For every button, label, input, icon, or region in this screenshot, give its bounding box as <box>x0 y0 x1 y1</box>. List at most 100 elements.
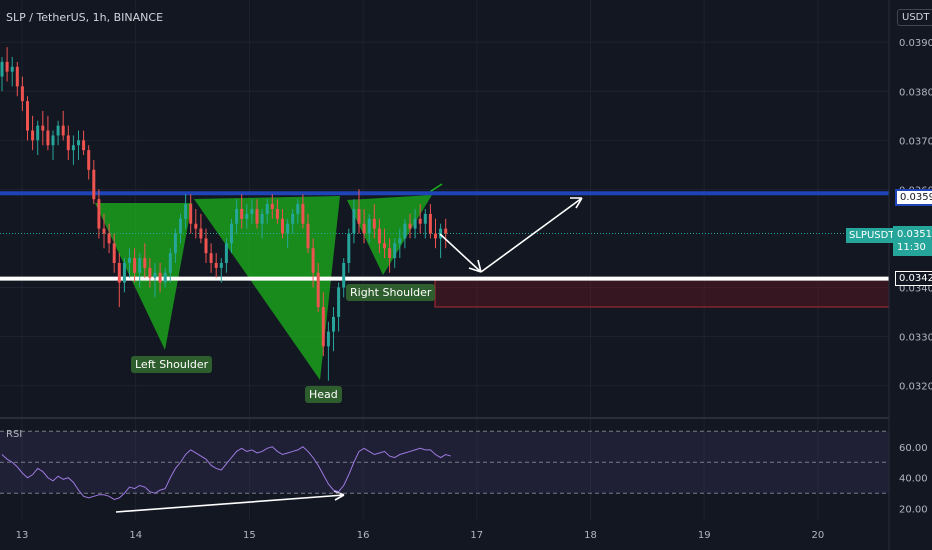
candle-body <box>107 233 111 244</box>
candle <box>316 262 320 312</box>
candle <box>219 258 223 283</box>
candle-body <box>209 253 213 263</box>
bar-countdown: 11:30 <box>897 242 926 253</box>
left-shoulder-triangle <box>95 203 192 350</box>
candle-body <box>204 238 208 254</box>
candle <box>31 115 35 151</box>
candle <box>128 248 131 278</box>
candle-body <box>20 86 24 102</box>
candle <box>204 228 208 263</box>
candle <box>383 228 386 259</box>
rsi-panel <box>0 430 889 500</box>
candle-body <box>357 209 361 224</box>
candle-body <box>342 262 346 288</box>
candle <box>189 194 193 234</box>
candle <box>36 120 40 156</box>
candle-body <box>393 243 397 259</box>
candle <box>352 199 356 244</box>
candle-body <box>240 209 244 219</box>
head-label: Head <box>305 386 342 403</box>
currency-button[interactable]: USDT <box>897 9 932 26</box>
price-tick-label: 0.0390 <box>899 38 932 49</box>
candle <box>372 204 376 239</box>
candle-body <box>122 262 126 283</box>
candle-body <box>10 66 14 72</box>
candle-body <box>332 316 335 332</box>
candle-body <box>270 204 274 209</box>
candle <box>87 145 91 180</box>
candle <box>133 248 137 283</box>
candle <box>224 238 228 273</box>
candle <box>5 47 9 82</box>
candle-body <box>265 204 269 214</box>
candle-body <box>82 140 86 151</box>
candle-body <box>388 248 392 259</box>
candle-body <box>403 223 407 239</box>
candle <box>173 228 177 263</box>
candle <box>428 204 432 239</box>
candle-body <box>148 267 152 278</box>
candle <box>143 243 147 278</box>
candle-body <box>352 209 356 234</box>
candle <box>326 321 330 381</box>
candle-body <box>46 130 50 146</box>
candle <box>112 233 116 273</box>
candle-body <box>372 218 376 229</box>
support-zone <box>434 279 890 308</box>
candle <box>235 199 239 234</box>
candle <box>418 204 422 234</box>
time-tick-label: 13 <box>16 530 29 541</box>
candle-body <box>117 262 121 283</box>
candle-body <box>301 204 305 224</box>
candle-body <box>163 272 167 283</box>
chart-title: SLP / TetherUS, 1h, BINANCE <box>6 11 164 24</box>
candle <box>413 209 417 239</box>
candle-body <box>168 253 172 273</box>
candle <box>306 213 310 254</box>
time-tick-label: 16 <box>357 530 370 541</box>
candle <box>122 258 126 293</box>
candle-body <box>26 101 29 131</box>
candle <box>337 282 341 332</box>
rsi-tick-label: 20.00 <box>899 505 928 516</box>
candle <box>265 199 269 224</box>
rsi-line <box>1 446 451 500</box>
candle-body <box>444 228 448 234</box>
candle-body <box>184 204 188 219</box>
candle-body <box>0 61 4 77</box>
candle-body <box>71 145 75 151</box>
time-tick-label: 15 <box>243 530 256 541</box>
candle <box>153 262 157 298</box>
candle-body <box>173 233 177 254</box>
candle-body <box>413 218 417 229</box>
candle <box>138 253 142 288</box>
candle-body <box>408 223 412 229</box>
candle-body <box>31 130 35 141</box>
price-tick-label: 0.0330 <box>899 333 932 344</box>
candle <box>41 110 45 146</box>
candle-body <box>97 199 101 229</box>
lower-level-tag: 0.0342 <box>895 271 932 286</box>
candle <box>71 135 75 165</box>
price-tick-label: 0.0340 <box>899 283 932 294</box>
candle <box>275 199 279 224</box>
candle-body <box>362 223 366 234</box>
candle <box>163 267 167 288</box>
candle-body <box>311 248 315 273</box>
candle <box>377 218 381 254</box>
time-tick-label: 17 <box>470 530 483 541</box>
candle-body <box>112 243 116 263</box>
rsi-label: RSI <box>6 429 23 440</box>
candle <box>301 194 305 229</box>
rsi-tick-label: 40.00 <box>899 474 928 485</box>
candle-body <box>250 209 254 214</box>
candle-body <box>377 228 381 244</box>
candle <box>168 248 172 283</box>
candle-body <box>41 125 45 131</box>
candle-body <box>291 213 295 224</box>
right-shoulder-triangle <box>347 195 432 275</box>
upper-level-tag: 0.0359 <box>895 189 932 206</box>
candle <box>388 238 392 273</box>
time-tick-label: 14 <box>129 530 142 541</box>
candle <box>260 209 264 239</box>
